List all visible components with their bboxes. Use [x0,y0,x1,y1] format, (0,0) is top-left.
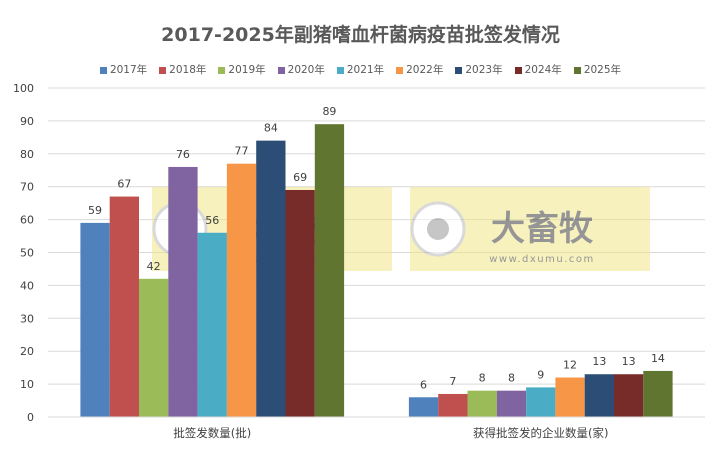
bar [643,370,673,417]
legend-swatch [99,66,107,74]
data-label: 42 [147,260,161,273]
data-label: 84 [264,122,278,135]
legend-swatch [159,66,167,74]
bar [226,163,257,417]
data-label: 13 [592,355,606,368]
legend-item: 2019年 [218,62,266,77]
y-tick-label: 10 [20,378,34,391]
data-label: 8 [508,372,515,385]
y-tick-label: 0 [27,411,34,424]
chart-title: 2017-2025年副猪嗜血杆菌病疫苗批签发情况 [161,24,560,46]
watermark-url: www.dxumu.com [489,254,595,265]
bar [526,387,556,417]
data-label: 14 [651,352,665,365]
legend-label: 2017年 [109,64,148,76]
legend-swatch [573,66,581,74]
data-label: 56 [205,214,219,227]
watermark-brand: 大畜牧 [491,209,594,249]
legend-swatch [277,66,285,74]
y-tick-label: 80 [20,148,34,161]
y-tick-label: 50 [20,247,34,260]
bar [555,377,585,417]
legend: 2017年 2018年 2019年 2020年 2021年 2022年 2023年 2024年… [0,62,721,77]
bar [314,124,345,417]
bar [584,374,614,417]
data-label: 59 [88,204,102,217]
bar [197,232,227,417]
bar [467,390,497,417]
legend-item: 2025年 [573,62,622,77]
bar [438,393,468,417]
legend-item: 2023年 [455,62,503,77]
data-label: 77 [235,145,249,158]
y-tick-label: 100 [13,82,34,95]
bar [109,196,139,417]
legend-swatch [455,66,463,74]
legend-label: 2025年 [583,64,622,76]
data-label: 89 [322,105,336,118]
legend-item: 2020年 [277,62,325,77]
legend-label: 2021年 [346,64,385,76]
legend-label: 2023年 [465,64,503,76]
watermark-dot-icon [427,218,449,240]
legend-swatch [514,66,522,74]
y-tick-label: 30 [20,312,34,325]
y-tick-label: 20 [20,345,34,358]
data-label: 6 [420,378,427,391]
bar [496,390,527,417]
x-tick-label: 批签发数量(批) [173,426,251,440]
y-tick-label: 70 [20,181,34,194]
data-label: 69 [293,171,307,184]
data-label: 67 [117,178,131,191]
watermark-logo: 大畜牧 www.dxumu.com [410,187,650,271]
legend-label: 2024年 [524,64,562,76]
legend-label: 2020年 [287,64,325,76]
data-label: 76 [176,148,190,161]
legend-label: 2022年 [406,64,444,76]
x-tick-label: 获得批签发的企业数量(家) [473,426,608,440]
bar [256,140,286,417]
y-tick-label: 40 [20,279,34,292]
legend-item: 2021年 [336,62,385,77]
legend-swatch [218,66,226,74]
data-label: 8 [479,372,486,385]
data-label: 12 [563,359,577,372]
legend-item: 2022年 [396,62,443,77]
y-tick-label: 90 [20,115,34,128]
data-label: 7 [449,375,456,388]
legend-swatch [396,66,404,74]
bar [614,374,644,417]
bar [408,397,439,417]
bar [80,222,110,417]
legend-item: 2018年 [159,62,206,77]
data-label: 13 [622,355,636,368]
bar [139,278,169,417]
legend-swatch [336,66,344,74]
legend-label: 2018年 [169,64,207,76]
data-label: 9 [537,368,544,381]
y-tick-label: 60 [20,214,34,227]
legend-item: 2017年 [99,62,148,77]
bar [168,166,198,417]
legend-item: 2024年 [514,62,562,77]
legend-label: 2019年 [228,64,266,76]
bar [285,189,315,417]
